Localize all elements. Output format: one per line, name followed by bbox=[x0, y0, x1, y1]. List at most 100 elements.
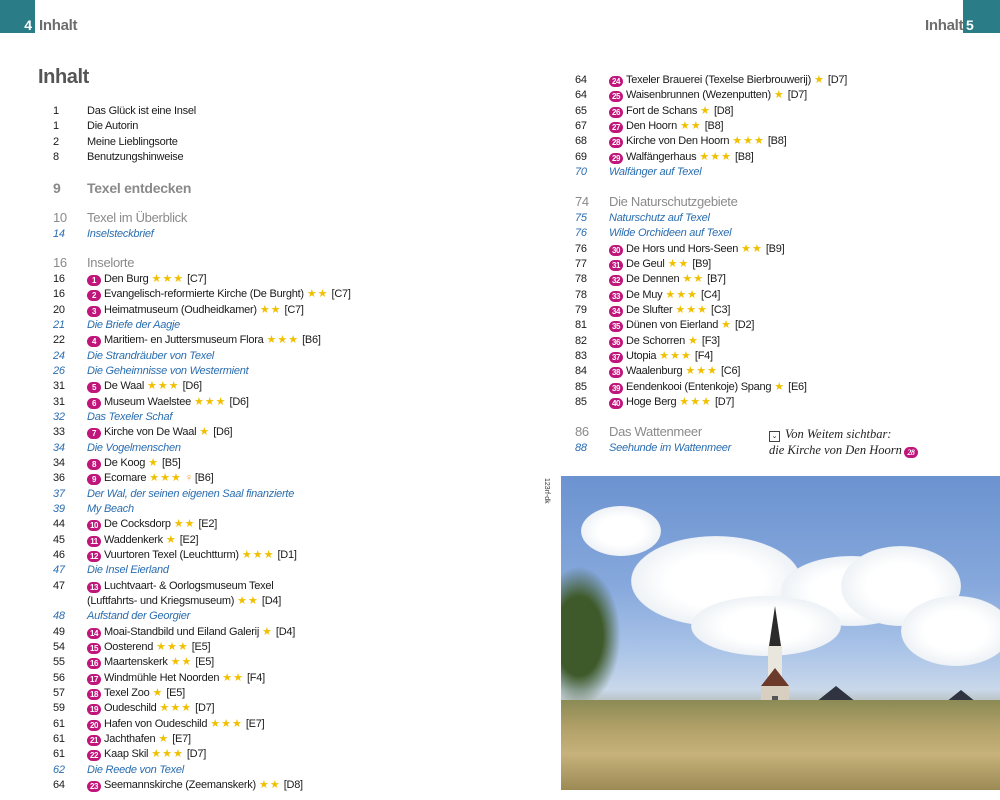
entry-content: 3 Heimatmuseum (Oudheidkamer) ★★ [C7] bbox=[87, 303, 304, 318]
entry-content: 1 Den Burg ★★★ [C7] bbox=[87, 272, 207, 287]
map-grid-reference: [B8] bbox=[704, 119, 724, 132]
page-number: 24 bbox=[53, 349, 65, 362]
page-number: 61 bbox=[53, 748, 65, 761]
entry-title: Kaap Skil bbox=[104, 748, 149, 761]
map-grid-reference: [D8] bbox=[713, 104, 734, 117]
caption-line-2: die Kirche von Den Hoorn bbox=[769, 443, 902, 457]
page-number: 64 bbox=[575, 89, 587, 102]
entry-content: 5 De Waal ★★★ [D6] bbox=[87, 379, 202, 394]
star-rating-icon: ★★ bbox=[682, 273, 705, 286]
entry-title: Eendenkooi (Entenkoje) Spang bbox=[626, 380, 772, 393]
entry-content: Texel im Überblick bbox=[87, 209, 187, 227]
page-number: 68 bbox=[575, 135, 587, 148]
photo-caption: ⌄ Von Weitem sichtbar: die Kirche von Den… bbox=[769, 426, 921, 458]
page-number: 1 bbox=[53, 105, 59, 117]
page-number: 8 bbox=[53, 150, 59, 163]
page-number: 16 bbox=[53, 273, 65, 285]
page-number: 57 bbox=[53, 686, 65, 699]
page-number: 10 bbox=[53, 210, 67, 225]
entry-title: Die Naturschutzgebiete bbox=[609, 194, 738, 209]
star-rating-icon: ★★ bbox=[258, 778, 281, 791]
page-number: 37 bbox=[53, 487, 65, 500]
poi-badge: 7 bbox=[87, 428, 101, 440]
entry-title: Oosterend bbox=[104, 640, 154, 653]
entry-title: Den Hoorn bbox=[626, 119, 677, 132]
page-number: 85 bbox=[575, 380, 587, 393]
entry-content: Die Briefe der Aagje bbox=[87, 318, 180, 333]
page-number: 34 bbox=[53, 441, 65, 454]
entry-title: Texel im Überblick bbox=[87, 210, 188, 225]
entry-title: Jachthafen bbox=[104, 732, 156, 745]
entry-content: 4 Maritiem- en Juttersmuseum Flora ★★★ [B6] bbox=[87, 333, 321, 348]
poi-badge: 30 bbox=[609, 244, 623, 256]
entry-content: 32 De Dennen ★★ [B7] bbox=[609, 272, 726, 287]
entry-title: Fort de Schans bbox=[626, 104, 698, 117]
entry-title: Benutzungshinweise bbox=[87, 150, 184, 163]
map-grid-reference: [D4] bbox=[275, 625, 296, 638]
entry-title: Die Reede von Texel bbox=[87, 763, 184, 776]
map-grid-reference: [D2] bbox=[735, 319, 755, 332]
page-number: 22 bbox=[53, 334, 65, 347]
page-number: 33 bbox=[53, 426, 65, 439]
map-grid-reference: [B6] bbox=[302, 334, 321, 347]
map-grid-reference: [E2] bbox=[198, 518, 218, 531]
entry-content: 26 Fort de Schans ★ [D8] bbox=[609, 104, 733, 119]
entry-content: Inselorte bbox=[87, 254, 134, 272]
map-grid-reference: [C7] bbox=[284, 303, 304, 316]
entry-content: Das Texeler Schaf bbox=[87, 410, 172, 425]
entry-content: 27 Den Hoorn ★★ [B8] bbox=[609, 119, 724, 134]
page-number: 78 bbox=[575, 288, 587, 301]
entry-title: De Waal bbox=[104, 380, 145, 393]
page-number: 5 bbox=[966, 17, 974, 33]
entry-content: Texel entdecken bbox=[87, 180, 191, 196]
page-number: 2 bbox=[53, 135, 59, 148]
poi-badge: 22 bbox=[87, 750, 101, 762]
entry-content: Die Vogelmenschen bbox=[87, 441, 181, 456]
poi-badge: 6 bbox=[87, 397, 101, 409]
entry-title: Die Insel Eierland bbox=[87, 564, 169, 577]
star-rating-icon: ★★ bbox=[222, 671, 244, 684]
entry-title: Maartenskerk bbox=[104, 656, 168, 669]
star-rating-icon: ★ bbox=[814, 74, 825, 86]
entry-content: Die Strandräuber von Texel bbox=[87, 349, 214, 364]
star-rating-icon: ★★★ bbox=[675, 303, 709, 316]
poi-badge: 34 bbox=[609, 305, 623, 317]
poi-badge: 12 bbox=[87, 550, 101, 562]
star-rating-icon: ★ bbox=[158, 732, 170, 745]
page-number: 59 bbox=[53, 702, 65, 715]
entry-content: 24 Texeler Brauerei (Texelse Bierbrouweri… bbox=[609, 73, 847, 88]
page-number: 88 bbox=[575, 442, 587, 454]
entry-title: Walfängerhaus bbox=[626, 150, 697, 163]
page-number: 76 bbox=[575, 242, 587, 255]
poi-badge: 24 bbox=[609, 76, 623, 87]
page-number: 9 bbox=[53, 180, 61, 196]
entry-title: Museum Waelstee bbox=[104, 395, 191, 408]
star-rating-icon: ★★★ bbox=[266, 334, 300, 347]
star-rating-icon: ★★★ bbox=[679, 395, 712, 408]
entry-title: Vuurtoren Texel (Leuchtturm) bbox=[104, 548, 239, 561]
star-rating-icon: ★★ bbox=[667, 257, 690, 270]
entry-content: 17 Windmühle Het Noorden ★★ [F4] bbox=[87, 671, 265, 686]
page-title: Inhalt bbox=[38, 66, 89, 88]
map-grid-reference: [B9] bbox=[692, 257, 711, 270]
star-rating-icon: ★ bbox=[262, 625, 273, 638]
page-number: 16 bbox=[53, 288, 65, 301]
entry-title: Evangelisch-reformierte Kirche (De Burgh… bbox=[104, 288, 304, 301]
entry-content: Meine Lieblingsorte bbox=[87, 135, 178, 150]
star-rating-icon: ★★★ bbox=[193, 395, 227, 408]
map-grid-reference: [D4] bbox=[261, 594, 282, 607]
poi-badge: 35 bbox=[609, 321, 623, 333]
page-number: 79 bbox=[575, 303, 587, 316]
poi-badge: 21 bbox=[87, 734, 101, 746]
entry-title: De Hors und Hors-Seen bbox=[626, 242, 739, 255]
map-grid-reference: [C4] bbox=[701, 288, 721, 301]
page-number: 14 bbox=[53, 228, 65, 240]
entry-content: 40 Hoge Berg ★★★ [D7] bbox=[609, 395, 734, 410]
map-grid-reference: [F4] bbox=[694, 349, 713, 362]
map-grid-reference: [D8] bbox=[283, 778, 303, 791]
entry-title: Ecomare bbox=[104, 472, 147, 485]
entry-title: Die Strandräuber von Texel bbox=[87, 349, 215, 362]
entry-title: Texeler Brauerei (Texelse Bierbrouwerij) bbox=[626, 74, 812, 86]
entry-content: 39 Eendenkooi (Entenkoje) Spang ★ [E6] bbox=[609, 380, 807, 395]
entry-content: 23 Seemannskirche (Zeemanskerk) ★★ [D8] bbox=[87, 778, 303, 793]
